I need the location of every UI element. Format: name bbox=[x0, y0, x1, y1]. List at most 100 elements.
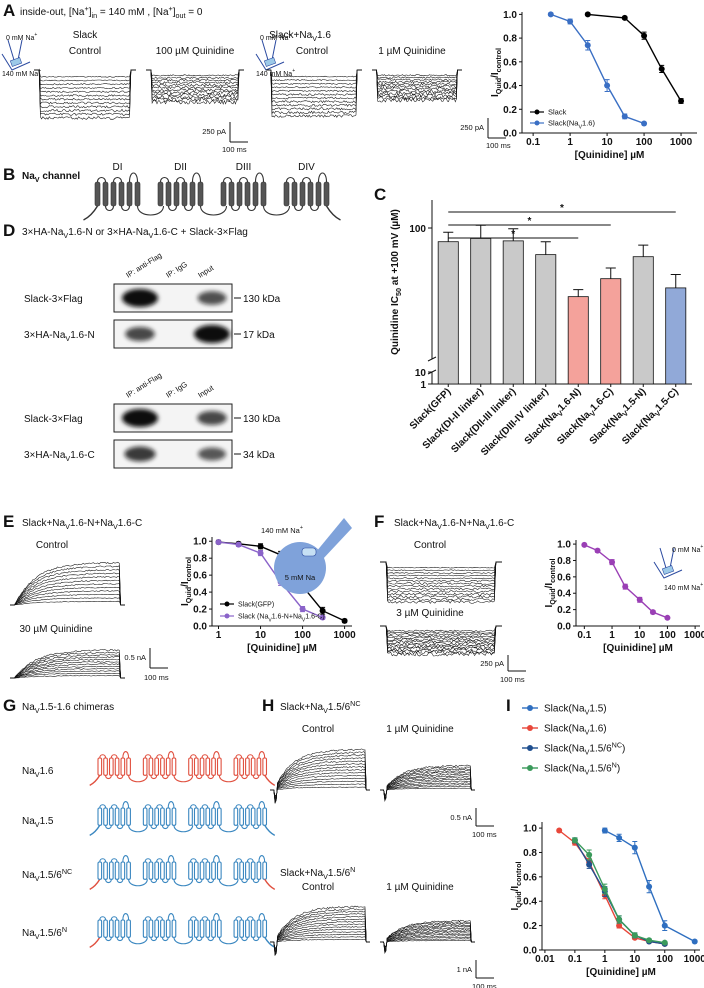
current-trace bbox=[270, 921, 370, 953]
helix bbox=[120, 919, 126, 938]
current-trace bbox=[146, 69, 244, 92]
loop bbox=[246, 804, 254, 809]
helix bbox=[205, 807, 211, 826]
loop bbox=[252, 825, 260, 830]
loop bbox=[116, 937, 124, 942]
text-part: 1.6-C bbox=[490, 518, 514, 529]
loop bbox=[144, 858, 152, 863]
text-part: Slack+ bbox=[22, 518, 52, 529]
linker bbox=[136, 205, 165, 216]
size-label: 17 kDa bbox=[243, 330, 275, 341]
text-part: 0.1 bbox=[577, 630, 591, 641]
text-part: + bbox=[700, 582, 703, 588]
current-trace bbox=[34, 69, 136, 90]
text-part: Quid bbox=[494, 78, 503, 94]
loop bbox=[309, 205, 320, 212]
current-trace bbox=[270, 768, 370, 800]
y-tick-label: 0.0 bbox=[557, 622, 571, 633]
current-trace bbox=[380, 936, 475, 948]
helix bbox=[108, 861, 114, 880]
text-part: G bbox=[3, 696, 16, 715]
current-trace bbox=[380, 625, 502, 644]
text-part: 5 mM Na bbox=[285, 573, 316, 582]
data-point bbox=[584, 42, 591, 49]
row-label: NaV1.5/6N bbox=[22, 925, 67, 941]
x-tick-label: 10 bbox=[255, 630, 267, 641]
text-part: 0.6 bbox=[503, 57, 517, 68]
text-part: 100 ms bbox=[222, 145, 247, 154]
significance-label: * bbox=[511, 229, 515, 240]
loop bbox=[110, 754, 118, 759]
helix bbox=[193, 861, 199, 880]
text-part: E bbox=[3, 512, 14, 531]
text-part: 0.8 bbox=[523, 848, 537, 859]
current-trace bbox=[380, 625, 502, 646]
row-label: NaV1.6 bbox=[22, 766, 54, 779]
loop bbox=[207, 879, 215, 884]
helix bbox=[256, 807, 262, 826]
loop bbox=[195, 937, 203, 942]
current-trace bbox=[34, 69, 136, 93]
current-trace bbox=[266, 69, 362, 78]
text-part: + bbox=[38, 68, 41, 74]
data-point bbox=[616, 834, 623, 841]
text-part: 0.1 bbox=[568, 954, 582, 965]
current-trace bbox=[380, 922, 475, 952]
text-part: 1.0 bbox=[557, 540, 571, 551]
data-point bbox=[621, 14, 628, 21]
loop bbox=[189, 858, 197, 863]
current-trace bbox=[380, 925, 475, 951]
text-part: 140 mM bbox=[664, 585, 691, 592]
current-trace bbox=[380, 625, 502, 657]
current-trace bbox=[10, 579, 125, 606]
loop bbox=[122, 912, 130, 921]
current-trace bbox=[270, 766, 370, 801]
text-part: D bbox=[3, 221, 15, 240]
helix bbox=[110, 181, 117, 207]
significance-label: * bbox=[528, 216, 532, 227]
panel-title: NaV channel bbox=[22, 171, 80, 184]
text-part: Na bbox=[22, 816, 35, 827]
current-trace bbox=[34, 69, 136, 116]
label: 5 mM Na bbox=[285, 573, 316, 582]
text-part: I bbox=[180, 581, 191, 584]
terminal-tail bbox=[264, 936, 276, 948]
helix bbox=[114, 861, 120, 880]
loop bbox=[195, 775, 203, 780]
y-tick-label: 0.4 bbox=[193, 588, 207, 599]
text-part: 100 ms bbox=[472, 830, 497, 839]
current-trace bbox=[10, 663, 125, 679]
error-bar bbox=[540, 241, 551, 255]
helix bbox=[216, 919, 222, 938]
helix bbox=[211, 807, 216, 826]
helix bbox=[262, 807, 268, 826]
data-point bbox=[567, 18, 574, 25]
linker bbox=[128, 825, 148, 833]
current-trace bbox=[10, 597, 125, 606]
text-part: 0.1 bbox=[526, 137, 540, 148]
text-part: Slack( bbox=[544, 704, 572, 715]
text-part: + bbox=[85, 4, 89, 13]
helix bbox=[103, 807, 108, 826]
data-point bbox=[319, 607, 326, 614]
helix bbox=[197, 181, 204, 207]
data-point bbox=[641, 32, 648, 39]
text-part: 1.6-C) bbox=[305, 614, 324, 621]
helix bbox=[205, 861, 211, 880]
loop bbox=[317, 172, 328, 183]
label: 0 mM Na+ bbox=[6, 32, 37, 42]
loop bbox=[252, 879, 260, 884]
text-part: 250 pA bbox=[480, 659, 504, 668]
loop bbox=[201, 804, 209, 809]
current-trace bbox=[270, 923, 370, 952]
y-tick-label: 0.0 bbox=[523, 946, 537, 957]
text-part: 1 µM Quinidine bbox=[378, 46, 446, 57]
legend-label: Slack bbox=[548, 108, 567, 117]
data-point bbox=[646, 883, 653, 890]
y-tick-label: 0.8 bbox=[557, 556, 571, 567]
text-part: 1 µM Quinidine bbox=[386, 724, 454, 735]
text-part: 1.5 bbox=[589, 764, 603, 775]
text-part: 1 bbox=[609, 630, 615, 641]
data-point bbox=[601, 827, 608, 834]
loop bbox=[246, 858, 254, 863]
